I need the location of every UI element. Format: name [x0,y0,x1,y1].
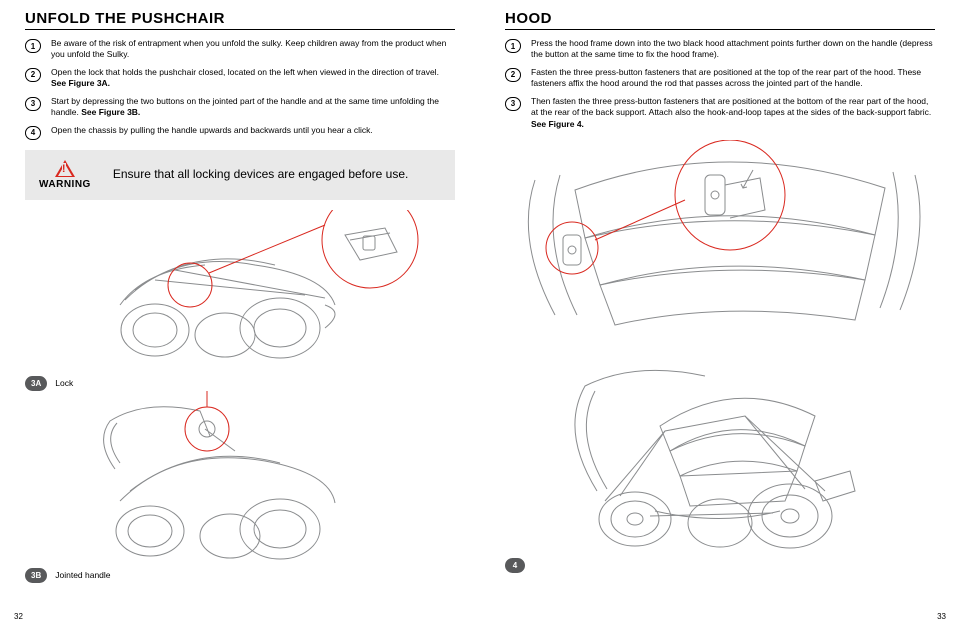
step-number: 1 [25,39,41,53]
step-text: Then fasten the three press-button faste… [531,96,935,130]
steps-unfold: 1 Be aware of the risk of entrapment whe… [25,38,455,140]
step-number: 3 [505,97,521,111]
step-text: Be aware of the risk of entrapment when … [51,38,455,61]
figure-pill: 4 [505,558,525,573]
figure-caption: Jointed handle [55,570,110,580]
step-text: Fasten the three press-button fasteners … [531,67,935,90]
warning-text: Ensure that all locking devices are enga… [113,167,409,183]
lineart-folded-pushchair [25,210,455,370]
illustration-hood-attach [505,140,935,355]
lineart-assembled-pushchair [505,361,935,556]
step-row: 1 Be aware of the risk of entrapment whe… [25,38,455,61]
figure-caption: Lock [55,378,73,388]
illustration-4 [505,361,935,556]
step-row: 3 Start by depressing the two buttons on… [25,96,455,119]
step-text: Open the lock that holds the pushchair c… [51,67,455,90]
section-title-hood: HOOD [505,10,935,30]
step-text: Start by depressing the two buttons on t… [51,96,455,119]
figure-pill: 3B [25,568,47,583]
step-number: 2 [25,68,41,82]
section-title-unfold: UNFOLD THE PUSHCHAIR [25,10,455,30]
step-row: 2 Open the lock that holds the pushchair… [25,67,455,90]
steps-hood: 1 Press the hood frame down into the two… [505,38,935,130]
figure-label-3b: 3B Jointed handle [25,568,455,583]
lineart-hood-detail [505,140,935,355]
figure-label-4: 4 [505,558,935,573]
figure-label-3a: 3A Lock [25,376,455,391]
warning-icon-block: WARNING [39,160,91,190]
step-row: 2 Fasten the three press-button fastener… [505,67,935,90]
page-number: 32 [14,612,23,621]
page-number: 33 [937,612,946,621]
page-right: HOOD 1 Press the hood frame down into th… [480,0,960,627]
page-left: UNFOLD THE PUSHCHAIR 1 Be aware of the r… [0,0,480,627]
warning-triangle-icon [55,160,75,177]
step-row: 4 Open the chassis by pulling the handle… [25,125,455,140]
page-spread: UNFOLD THE PUSHCHAIR 1 Be aware of the r… [0,0,960,627]
warning-label: WARNING [39,179,91,190]
step-number: 3 [25,97,41,111]
step-number: 4 [25,126,41,140]
warning-box: WARNING Ensure that all locking devices … [25,150,455,200]
step-row: 1 Press the hood frame down into the two… [505,38,935,61]
step-text: Open the chassis by pulling the handle u… [51,125,455,136]
illustration-3a [25,210,455,370]
figure-pill: 3A [25,376,47,391]
step-text: Press the hood frame down into the two b… [531,38,935,61]
step-number: 1 [505,39,521,53]
illustration-3b [25,391,455,566]
step-number: 2 [505,68,521,82]
lineart-unfolding-pushchair [25,391,455,566]
step-row: 3 Then fasten the three press-button fas… [505,96,935,130]
